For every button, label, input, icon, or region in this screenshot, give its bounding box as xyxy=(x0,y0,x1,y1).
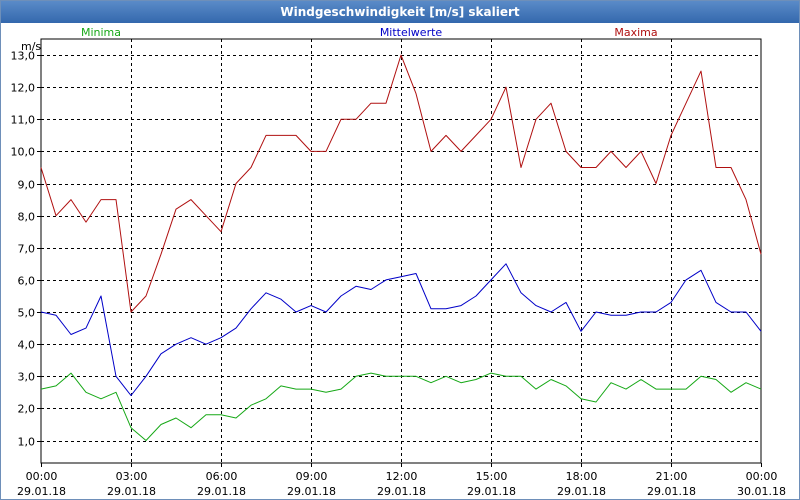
y-tick-label: 10,0 xyxy=(11,146,36,159)
y-tick-label: 13,0 xyxy=(11,50,36,63)
y-axis-label: m/s xyxy=(21,40,41,53)
y-tick-label: 4,0 xyxy=(18,339,36,352)
x-tick-label-date: 29.01.18 xyxy=(557,485,606,498)
y-tick-label: 11,0 xyxy=(11,114,36,127)
x-tick-label-date: 29.01.18 xyxy=(107,485,156,498)
y-tick-label: 6,0 xyxy=(18,275,36,288)
chart-title: Windgeschwindigkeit [m/s] skaliert xyxy=(1,1,799,23)
y-tick-label: 2,0 xyxy=(18,403,36,416)
x-tick-label-date: 30.01.18 xyxy=(737,485,786,498)
series-line-maxima xyxy=(40,54,762,313)
plot-area xyxy=(40,38,762,464)
x-tick-label-date: 29.01.18 xyxy=(377,485,426,498)
series-layer xyxy=(40,54,762,441)
x-tick-label-date: 29.01.18 xyxy=(17,485,66,498)
y-tick-label: 8,0 xyxy=(18,211,36,224)
y-tick-label: 7,0 xyxy=(18,243,36,256)
series-line-mittelwerte xyxy=(40,263,762,396)
x-tick-label-time: 03:00 xyxy=(116,470,148,483)
x-tick-label-time: 15:00 xyxy=(476,470,508,483)
x-tick-label-time: 09:00 xyxy=(296,470,328,483)
x-tick-label-time: 00:00 xyxy=(26,470,58,483)
x-tick-label-time: 21:00 xyxy=(656,470,688,483)
axis-layer: 1,0 2,0 3,0 4,0 5,0 6,0 7,0 8,0 9,0 10,0 11,0 12,0 1… xyxy=(11,26,786,498)
y-tick-label: 9,0 xyxy=(18,179,36,192)
x-tick-label-date: 29.01.18 xyxy=(647,485,696,498)
x-tick-label-time: 06:00 xyxy=(206,470,238,483)
y-tick-label: 1,0 xyxy=(18,436,36,449)
x-tick-label-time: 00:00 xyxy=(746,470,778,483)
legend-mittelwerte: Mittelwerte xyxy=(380,26,443,39)
series-line-minima xyxy=(40,372,762,441)
x-tick-label-date: 29.01.18 xyxy=(197,485,246,498)
x-tick-label-time: 18:00 xyxy=(566,470,598,483)
y-tick-label: 5,0 xyxy=(18,307,36,320)
legend-minima: Minima xyxy=(81,26,121,39)
x-tick-label-date: 29.01.18 xyxy=(467,485,516,498)
y-tick-label: 3,0 xyxy=(18,371,36,384)
legend-maxima: Maxima xyxy=(614,26,657,39)
x-tick-label-time: 12:00 xyxy=(386,470,418,483)
y-tick-label: 12,0 xyxy=(11,82,36,95)
x-tick-label-date: 29.01.18 xyxy=(287,485,336,498)
